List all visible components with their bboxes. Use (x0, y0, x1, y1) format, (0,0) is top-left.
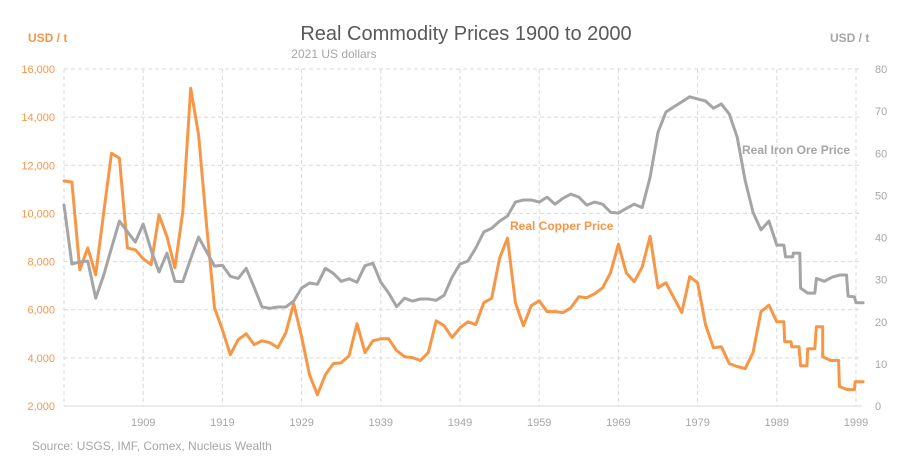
gridlines (63, 68, 862, 406)
chart-subtitle: 2021 US dollars (291, 47, 376, 61)
right-y-tick-label: 40 (875, 233, 887, 245)
copper-series-label: Real Copper Price (510, 219, 614, 233)
right-y-tick-label: 70 (875, 106, 887, 118)
right-axis-unit-label: USD / t (830, 31, 869, 45)
left-y-tick-label: 14,000 (21, 112, 55, 124)
iron-ore-series-label: Real Iron Ore Price (742, 143, 850, 157)
right-y-tick-label: 20 (875, 317, 887, 329)
right-y-tick-label: 10 (875, 359, 887, 371)
right-y-tick-label: 80 (875, 64, 887, 76)
left-y-tick-label: 10,000 (21, 208, 55, 220)
left-y-tick-label: 8,000 (27, 257, 55, 269)
left-y-tick-label: 4,000 (27, 353, 55, 365)
series (62, 86, 865, 397)
left-y-tick-label: 16,000 (21, 64, 55, 76)
x-tick-label: 1979 (685, 417, 709, 429)
left-y-tick-label: 12,000 (21, 160, 55, 172)
left-y-tick-label: 2,000 (27, 401, 55, 413)
right-y-tick-label: 0 (875, 401, 881, 413)
left-y-tick-label: 6,000 (27, 305, 55, 317)
x-tick-label: 1999 (844, 417, 868, 429)
copper-price-line (62, 86, 865, 397)
x-tick-label: 1929 (289, 417, 313, 429)
right-y-tick-label: 60 (875, 148, 887, 160)
right-y-tick-label: 30 (875, 275, 887, 287)
x-tick-label: 1969 (606, 417, 630, 429)
x-tick-label: 1989 (765, 417, 789, 429)
x-tick-label: 1949 (448, 417, 472, 429)
x-tick-label: 1939 (369, 417, 393, 429)
right-y-tick-label: 50 (875, 190, 887, 202)
x-tick-label: 1919 (210, 417, 234, 429)
chart-title: Real Commodity Prices 1900 to 2000 (300, 23, 631, 45)
left-axis-unit-label: USD / t (28, 31, 67, 45)
iron-ore-price-line (62, 95, 865, 310)
x-tick-label: 1959 (527, 417, 551, 429)
axes: 2,000 4,000 6,000 8,000 10,000 12,000 14,000 16… (21, 64, 887, 429)
source-note: Source: USGS, IMF, Comex, Nucleus Wealth (32, 439, 272, 453)
x-tick-label: 1909 (131, 417, 155, 429)
